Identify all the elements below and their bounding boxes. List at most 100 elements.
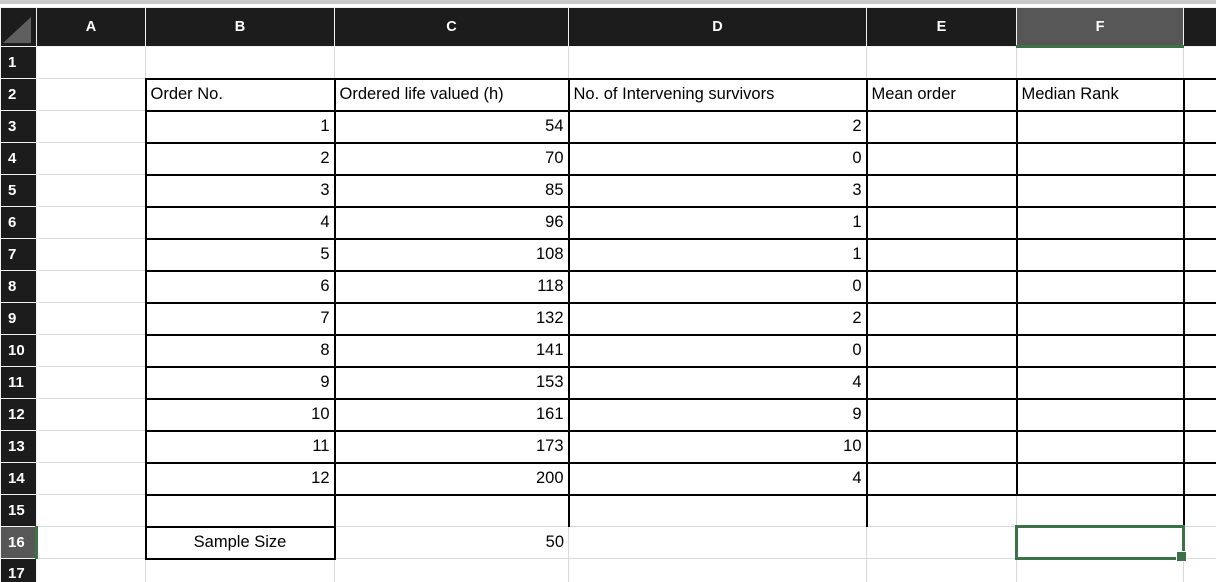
cell-B8[interactable]: 6 bbox=[144, 269, 336, 304]
row-header-8[interactable]: 8 bbox=[0, 270, 37, 303]
cell-D14[interactable]: 4 bbox=[567, 461, 868, 496]
select-all-button[interactable] bbox=[0, 7, 37, 47]
cell-F10[interactable] bbox=[1015, 333, 1185, 368]
cell-E11[interactable] bbox=[865, 365, 1018, 400]
cell-C12[interactable]: 161 bbox=[333, 397, 570, 432]
cell-partial-1[interactable] bbox=[1183, 46, 1216, 79]
cell-F9[interactable] bbox=[1015, 301, 1185, 336]
cell-E12[interactable] bbox=[865, 397, 1018, 432]
cell-E16[interactable] bbox=[866, 526, 1017, 559]
cell-D10[interactable]: 0 bbox=[567, 333, 868, 368]
cell-C8[interactable]: 118 bbox=[333, 269, 570, 304]
cell-partial-3[interactable] bbox=[1182, 109, 1216, 144]
cell-B17[interactable] bbox=[145, 558, 335, 582]
cell-C7[interactable]: 108 bbox=[333, 237, 570, 272]
column-header-E[interactable]: E bbox=[866, 7, 1017, 47]
cell-F1[interactable] bbox=[1016, 46, 1184, 79]
cell-A3[interactable] bbox=[36, 110, 146, 143]
cell-F11[interactable] bbox=[1015, 365, 1185, 400]
cell-F4[interactable] bbox=[1015, 141, 1185, 176]
cell-F8[interactable] bbox=[1015, 269, 1185, 304]
cell-C16[interactable]: 50 bbox=[334, 526, 569, 559]
cell-partial-10[interactable] bbox=[1182, 333, 1216, 368]
cell-D11[interactable]: 4 bbox=[567, 365, 868, 400]
column-header-B[interactable]: B bbox=[145, 7, 335, 47]
row-header-3[interactable]: 3 bbox=[0, 110, 37, 143]
cell-F12[interactable] bbox=[1015, 397, 1185, 432]
row-header-7[interactable]: 7 bbox=[0, 238, 37, 271]
cell-partial-14[interactable] bbox=[1182, 461, 1216, 496]
row-header-16[interactable]: 16 bbox=[0, 526, 38, 559]
cell-D15[interactable] bbox=[567, 494, 868, 527]
cell-E10[interactable] bbox=[865, 333, 1018, 368]
cell-partial-13[interactable] bbox=[1182, 429, 1216, 464]
cell-A14[interactable] bbox=[36, 462, 146, 495]
cell-A2[interactable] bbox=[36, 78, 146, 111]
cell-C1[interactable] bbox=[334, 46, 569, 79]
cell-partial-8[interactable] bbox=[1182, 269, 1216, 304]
cell-A13[interactable] bbox=[36, 430, 146, 463]
cell-D6[interactable]: 1 bbox=[567, 205, 868, 240]
cell-F16[interactable] bbox=[1015, 525, 1187, 562]
row-header-15[interactable]: 15 bbox=[0, 494, 37, 527]
cell-C6[interactable]: 96 bbox=[333, 205, 570, 240]
cell-A5[interactable] bbox=[36, 174, 146, 207]
cell-partial-12[interactable] bbox=[1182, 397, 1216, 432]
row-header-9[interactable]: 9 bbox=[0, 302, 37, 335]
cell-D9[interactable]: 2 bbox=[567, 301, 868, 336]
cell-partial-5[interactable] bbox=[1182, 173, 1216, 208]
cell-D5[interactable]: 3 bbox=[567, 173, 868, 208]
cell-D12[interactable]: 9 bbox=[567, 397, 868, 432]
cell-E5[interactable] bbox=[865, 173, 1018, 208]
cell-A12[interactable] bbox=[36, 398, 146, 431]
column-header-F[interactable]: F bbox=[1016, 7, 1184, 48]
row-header-12[interactable]: 12 bbox=[0, 398, 37, 431]
cell-C5[interactable]: 85 bbox=[333, 173, 570, 208]
column-header-C[interactable]: C bbox=[334, 7, 569, 47]
cell-E3[interactable] bbox=[865, 109, 1018, 144]
column-header-A[interactable]: A bbox=[36, 7, 146, 47]
cell-C15[interactable] bbox=[333, 494, 570, 527]
row-header-11[interactable]: 11 bbox=[0, 366, 37, 399]
cell-B12[interactable]: 10 bbox=[144, 397, 336, 432]
cell-partial-6[interactable] bbox=[1182, 205, 1216, 240]
cell-E15[interactable] bbox=[866, 494, 1017, 527]
cell-D1[interactable] bbox=[568, 46, 867, 79]
cell-C4[interactable]: 70 bbox=[333, 141, 570, 176]
cell-C13[interactable]: 173 bbox=[333, 429, 570, 464]
cell-A16[interactable] bbox=[36, 526, 146, 559]
cell-B13[interactable]: 11 bbox=[144, 429, 336, 464]
cell-partial-4[interactable] bbox=[1182, 141, 1216, 176]
cell-A8[interactable] bbox=[36, 270, 146, 303]
cell-B5[interactable]: 3 bbox=[144, 173, 336, 208]
cell-D16[interactable] bbox=[568, 526, 867, 559]
cell-partial-7[interactable] bbox=[1182, 237, 1216, 272]
cell-D4[interactable]: 0 bbox=[567, 141, 868, 176]
cell-B16[interactable]: Sample Size bbox=[144, 525, 336, 560]
cell-partial-2[interactable] bbox=[1182, 77, 1216, 112]
cell-C17[interactable] bbox=[334, 558, 569, 582]
cell-B15[interactable] bbox=[144, 494, 336, 527]
cell-partial-17[interactable] bbox=[1183, 558, 1216, 582]
cell-A4[interactable] bbox=[36, 142, 146, 175]
cell-F5[interactable] bbox=[1015, 173, 1185, 208]
row-header-2[interactable]: 2 bbox=[0, 78, 37, 111]
cell-F14[interactable] bbox=[1015, 461, 1185, 496]
cell-E14[interactable] bbox=[865, 461, 1018, 496]
cell-B10[interactable]: 8 bbox=[144, 333, 336, 368]
cell-partial-16[interactable] bbox=[1183, 526, 1216, 559]
cell-B7[interactable]: 5 bbox=[144, 237, 336, 272]
cell-B11[interactable]: 9 bbox=[144, 365, 336, 400]
cell-A6[interactable] bbox=[36, 206, 146, 239]
cell-E8[interactable] bbox=[865, 269, 1018, 304]
cell-D3[interactable]: 2 bbox=[567, 109, 868, 144]
cell-F6[interactable] bbox=[1015, 205, 1185, 240]
cell-B6[interactable]: 4 bbox=[144, 205, 336, 240]
cell-B14[interactable]: 12 bbox=[144, 461, 336, 496]
cell-E2[interactable]: Mean order bbox=[865, 77, 1018, 112]
cell-F15[interactable] bbox=[1016, 494, 1184, 527]
cell-A1[interactable] bbox=[36, 46, 146, 79]
cell-B1[interactable] bbox=[145, 46, 335, 79]
row-header-13[interactable]: 13 bbox=[0, 430, 37, 463]
cell-A7[interactable] bbox=[36, 238, 146, 271]
